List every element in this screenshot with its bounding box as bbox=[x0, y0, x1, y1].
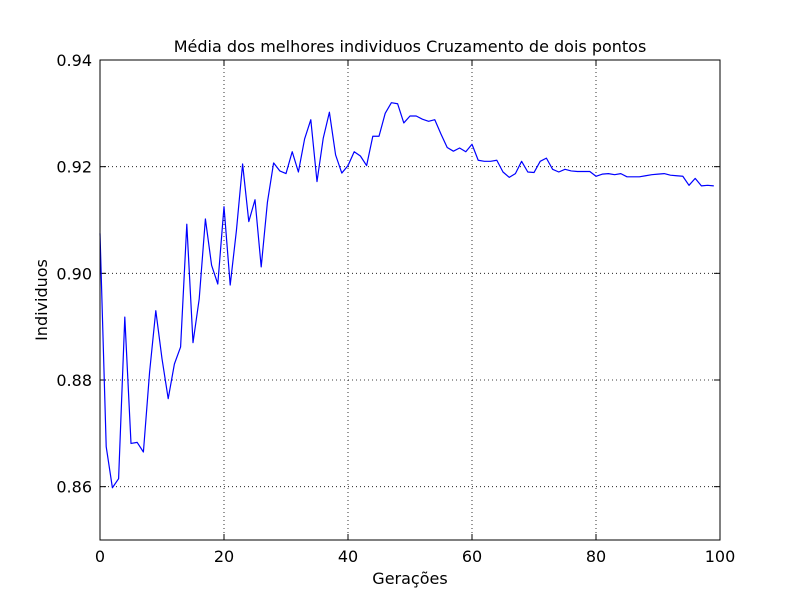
axis-ticks bbox=[99, 59, 721, 540]
y-tick-label: 0.90 bbox=[56, 264, 92, 283]
x-tick-label: 80 bbox=[586, 547, 606, 566]
y-tick-label: 0.86 bbox=[56, 478, 92, 497]
chart-title: Média dos melhores individuos Cruzamento… bbox=[174, 37, 647, 56]
x-tick-label: 20 bbox=[214, 547, 234, 566]
plot-frame bbox=[99, 59, 721, 541]
y-tick-label: 0.92 bbox=[56, 158, 92, 177]
y-tick-label: 0.88 bbox=[56, 371, 92, 390]
series-layer bbox=[99, 102, 714, 489]
grid-lines bbox=[100, 60, 720, 540]
y-axis-label: Individuos bbox=[32, 259, 51, 341]
x-tick-label: 40 bbox=[338, 547, 358, 566]
y-tick-label: 0.94 bbox=[56, 51, 92, 70]
x-tick-label: 60 bbox=[462, 547, 482, 566]
tick-labels: 0 20 40 60 80 100 0.86 0.88 0.90 0.92 0.94 bbox=[56, 51, 735, 566]
series-line-0 bbox=[99, 102, 714, 489]
x-tick-label: 100 bbox=[705, 547, 736, 566]
x-tick-label: 0 bbox=[95, 547, 105, 566]
x-axis-label: Gerações bbox=[372, 569, 447, 588]
